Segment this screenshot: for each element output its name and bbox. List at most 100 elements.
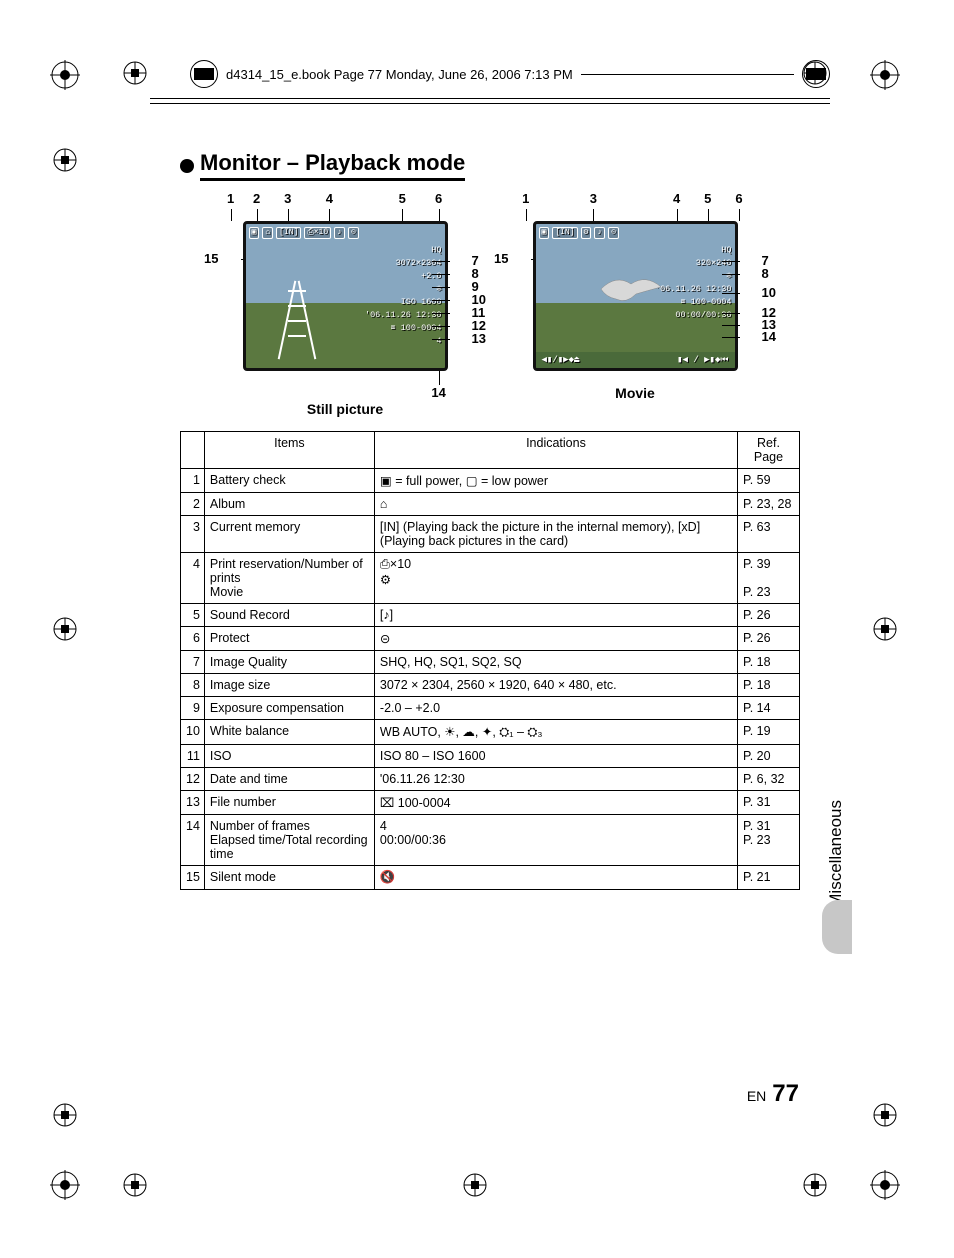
movie-bar-right: ▮◀ / ▶▮◆⏮ — [677, 355, 728, 365]
table-row: 3Current memory[IN] (Playing back the pi… — [181, 516, 800, 553]
row-ref: P. 18 — [738, 674, 800, 697]
still-top-callouts: 123456 — [215, 191, 475, 221]
osd-icon: [IN] — [552, 227, 577, 239]
table-row: 15Silent mode🔇P. 21 — [181, 866, 800, 890]
callout-number: 3 — [590, 191, 597, 206]
regmark-tl — [50, 60, 80, 90]
callout-number: 8 — [762, 266, 769, 281]
movie-bar-left: ◀▮/▮▶◆⏏ — [542, 355, 580, 365]
still-bottom-callout: 14 — [215, 371, 475, 397]
callout-number: 15 — [494, 251, 508, 266]
row-number: 4 — [181, 553, 205, 604]
callout-line — [722, 313, 740, 314]
row-item: Battery check — [204, 469, 374, 493]
row-ref: P. 6, 32 — [738, 768, 800, 791]
callout-number: 3 — [284, 191, 291, 206]
callout-line — [722, 293, 740, 294]
row-number: 15 — [181, 866, 205, 890]
regmark-tr2 — [870, 60, 900, 90]
header-underline — [150, 98, 830, 104]
osd-line: ISO 1600 — [365, 296, 442, 309]
osd-icon: ▣ — [539, 227, 550, 239]
regmark-bl2 — [50, 1170, 80, 1200]
osd-line: ⌧ 100-0004 — [655, 296, 732, 309]
page-lang: EN — [747, 1088, 766, 1104]
table-row: 7Image QualitySHQ, HQ, SQ1, SQ2, SQP. 18 — [181, 651, 800, 674]
regmark-ml — [50, 145, 80, 175]
osd-line: ⌧ 100-0004 — [365, 322, 442, 335]
page-number: EN 77 — [747, 1080, 799, 1108]
osd-line: 00:00/00:36 — [655, 309, 732, 322]
callout-tick — [593, 209, 594, 221]
row-ref: P. 23, 28 — [738, 493, 800, 516]
table-row: 4Print reservation/Number of prints Movi… — [181, 553, 800, 604]
callout-number: 14 — [762, 329, 776, 344]
callout-line — [722, 337, 740, 338]
callout-line — [432, 326, 450, 327]
row-ref: P. 19 — [738, 720, 800, 745]
row-number: 8 — [181, 674, 205, 697]
row-ref: P. 14 — [738, 697, 800, 720]
row-ref: P. 63 — [738, 516, 800, 553]
regmark-br2 — [870, 1170, 900, 1200]
still-screen: ▣⌂[IN]⎙×10♪⊝ HQ3072×2304+2.0❄ISO 1600'06… — [243, 221, 448, 371]
row-number: 1 — [181, 469, 205, 493]
row-item: Number of frames Elapsed time/Total reco… — [204, 815, 374, 866]
callout-tick — [677, 209, 678, 221]
row-ref: P. 21 — [738, 866, 800, 890]
table-header: Indications — [374, 432, 737, 469]
osd-icon: ♪ — [334, 227, 345, 239]
row-item: Sound Record — [204, 604, 374, 627]
row-ref: P. 20 — [738, 745, 800, 768]
table-row: 6Protect⊝P. 26 — [181, 627, 800, 651]
osd-icon: ⚙ — [581, 227, 592, 239]
row-indication: ⊝ — [374, 627, 737, 651]
callout-number: 5 — [399, 191, 406, 206]
regmark-bm — [460, 1170, 490, 1200]
still-right-text: HQ3072×2304+2.0❄ISO 1600'06.11.26 12:30⌧… — [365, 244, 442, 348]
table-row: 12Date and time'06.11.26 12:30P. 6, 32 — [181, 768, 800, 791]
osd-icon: ♪ — [594, 227, 605, 239]
row-item: Exposure compensation — [204, 697, 374, 720]
osd-line: ❄ — [655, 270, 732, 283]
row-number: 5 — [181, 604, 205, 627]
osd-icon: ⊝ — [608, 227, 619, 239]
callout-tick — [439, 209, 440, 221]
movie-top-callouts: 13456 — [505, 191, 765, 221]
osd-line: ❄ — [365, 283, 442, 296]
table-row: 1Battery check▣ = full power, ▢ = low po… — [181, 469, 800, 493]
row-indication: ISO 80 – ISO 1600 — [374, 745, 737, 768]
table-header: Items — [204, 432, 374, 469]
row-item: Image Quality — [204, 651, 374, 674]
row-item: ISO — [204, 745, 374, 768]
callout-tick — [526, 209, 527, 221]
callout-number: 1 — [227, 191, 234, 206]
section-title-text: Monitor – Playback mode — [200, 150, 465, 181]
row-item: Silent mode — [204, 866, 374, 890]
regmark-bl — [50, 1100, 80, 1130]
row-item: Print reservation/Number of prints Movie — [204, 553, 374, 604]
callout-tick — [708, 209, 709, 221]
row-number: 3 — [181, 516, 205, 553]
callout-tick — [257, 209, 258, 221]
still-top-icons: ▣⌂[IN]⎙×10♪⊝ — [249, 227, 359, 239]
osd-icon: [IN] — [276, 227, 301, 239]
regmark-r — [870, 614, 900, 644]
row-indication: -2.0 – +2.0 — [374, 697, 737, 720]
callout-number: 13 — [472, 331, 486, 346]
row-indication: 🔇 — [374, 866, 737, 890]
osd-line: 3072×2304 — [365, 257, 442, 270]
row-indication: [♪] — [374, 604, 737, 627]
table-head: ItemsIndicationsRef. Page — [181, 432, 800, 469]
callout-number: 10 — [762, 285, 776, 300]
row-indication: ⌧ 100-0004 — [374, 791, 737, 815]
bullet-icon — [180, 159, 194, 173]
row-indication: 4 00:00/00:36 — [374, 815, 737, 866]
callout-line — [722, 325, 740, 326]
osd-line: '06.11.26 12:30 — [655, 283, 732, 296]
row-ref: P. 18 — [738, 651, 800, 674]
osd-line: '06.11.26 12:30 — [365, 309, 442, 322]
row-number: 10 — [181, 720, 205, 745]
osd-line: 320×240 — [655, 257, 732, 270]
row-item: White balance — [204, 720, 374, 745]
